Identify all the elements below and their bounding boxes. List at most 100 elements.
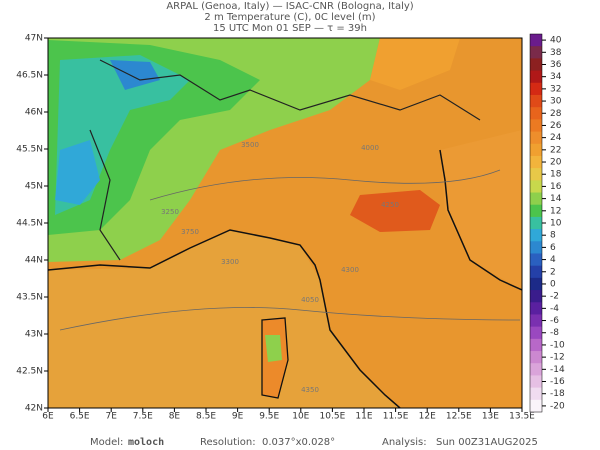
colorbar-label: -4 (550, 304, 559, 314)
lat-label: 46.5N (16, 71, 43, 81)
colorbar-label: 18 (550, 170, 562, 180)
colorbar-band (530, 82, 542, 96)
contour-label: 3300 (221, 258, 239, 266)
colorbar-label: 32 (550, 84, 561, 94)
colorbar-band (530, 229, 542, 242)
colorbar-band (530, 119, 542, 133)
colorbar-label: 12 (550, 206, 561, 216)
resolution: 0.037°x0.028° (262, 437, 335, 448)
resolution-label: Resolution: (200, 437, 256, 448)
lon-label: 6.5E (70, 412, 90, 422)
model: moloch (128, 437, 164, 448)
contour-label: 4050 (301, 296, 319, 304)
colorbar-label: -14 (550, 365, 565, 375)
contour-label: 4350 (301, 386, 319, 394)
contour-label: 4300 (341, 266, 359, 274)
colorbar-label: -16 (550, 377, 565, 387)
lon-label: 12.5E (446, 412, 472, 422)
lat-label: 42.5N (16, 367, 43, 377)
colorbar-band (530, 58, 542, 72)
title: ARPAL (Genoa, Italy) — ISAC-CNR (Bologna… (166, 1, 413, 12)
subtitle: 2 m Temperature (C), 0C level (m) (204, 12, 375, 23)
colorbar-label: -2 (550, 292, 559, 302)
colorbar-band (530, 241, 542, 254)
analysis: Sun 00Z31AUG2025 (436, 437, 538, 448)
contour-label: 3250 (161, 208, 179, 216)
analysis-label: Analysis: (382, 437, 427, 448)
colorbar-label: 40 (550, 36, 562, 46)
contour-label: 4000 (361, 144, 379, 152)
lon-label: 9.5E (259, 412, 279, 422)
colorbar-label: 24 (550, 133, 562, 143)
colorbar-band (530, 143, 542, 157)
colorbar-label: 2 (550, 267, 556, 277)
colorbar-label: -6 (550, 316, 559, 326)
colorbar-band (530, 290, 542, 303)
colorbar-band (530, 351, 542, 364)
colorbar-band (530, 131, 542, 145)
lon-label: 12E (419, 412, 436, 422)
colorbar-label: 16 (550, 182, 562, 192)
colorbar-band (530, 253, 542, 267)
run-time: 15 UTC Mon 01 SEP — τ = 39h (213, 23, 367, 34)
colorbar-band (530, 277, 542, 291)
lon-label: 13.5E (509, 412, 535, 422)
lat-label: 45N (25, 182, 43, 192)
lon-label: 10.5E (320, 412, 346, 422)
lat-label: 43.5N (16, 293, 43, 303)
colorbar-band (530, 216, 542, 230)
colorbar-band (530, 34, 542, 47)
colorbar-band (530, 338, 542, 352)
colorbar-band (530, 314, 542, 328)
colorbar-band (530, 107, 542, 120)
colorbar-band (530, 180, 542, 194)
model-label: Model: (90, 437, 123, 448)
lon-label: 7E (105, 412, 117, 422)
lat-label: 45.5N (16, 145, 43, 155)
colorbar-band (530, 375, 542, 389)
lon-label: 11.5E (383, 412, 409, 422)
colorbar-band (530, 302, 542, 315)
colorbar-label: 14 (550, 194, 562, 204)
colorbar-label: 4 (550, 255, 556, 265)
lat-label: 44.5N (16, 219, 43, 229)
contour-label: 3750 (181, 228, 199, 236)
lat-label: 44N (25, 256, 43, 266)
lat-label: 47N (25, 34, 43, 44)
colorbar-band (530, 387, 542, 401)
colorbar-band (530, 192, 542, 206)
colorbar-band (530, 265, 542, 279)
colorbar-label: 20 (550, 158, 562, 168)
colorbar-label: 34 (550, 72, 562, 82)
colorbar-label: -10 (550, 340, 565, 350)
lon-label: 8E (169, 412, 181, 422)
colorbar-band (530, 363, 542, 376)
colorbar-label: -8 (550, 328, 559, 338)
lat-label: 42N (25, 404, 43, 414)
lon-label: 11E (355, 412, 372, 422)
lat-label: 46N (25, 108, 43, 118)
colorbar-band (530, 70, 542, 84)
colorbar-band (530, 168, 542, 181)
colorbar-label: 10 (550, 219, 562, 229)
colorbar-label: 26 (550, 121, 562, 131)
lon-label: 13E (482, 412, 499, 422)
colorbar-band (530, 46, 542, 59)
colorbar-label: 0 (550, 279, 556, 289)
lon-label: 8.5E (196, 412, 216, 422)
lon-label: 6E (42, 412, 54, 422)
colorbar-band (530, 155, 542, 169)
contour-label: 4250 (381, 201, 399, 209)
colorbar-band (530, 94, 542, 108)
colorbar-label: -12 (550, 353, 565, 363)
colorbar-label: -20 (550, 401, 565, 411)
colorbar-label: 8 (550, 231, 556, 241)
colorbar-band (530, 399, 542, 413)
colorbar-label: 30 (550, 97, 562, 107)
map (48, 38, 522, 408)
colorbar-band (530, 326, 542, 340)
colorbar-label: 22 (550, 145, 561, 155)
colorbar-label: 28 (550, 109, 562, 119)
contour-label: 3500 (241, 141, 259, 149)
